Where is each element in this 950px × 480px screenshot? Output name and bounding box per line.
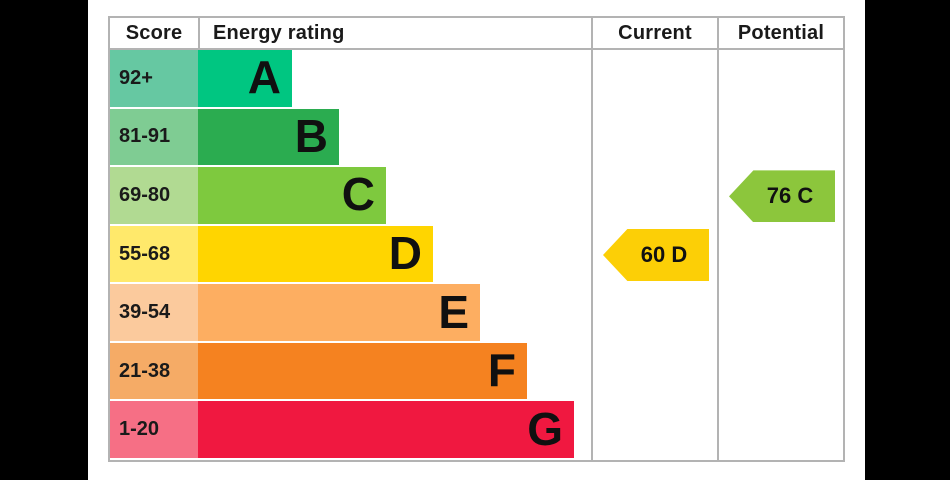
table-header-row: Score Energy rating Current Potential (110, 18, 843, 50)
rating-bar-c: C (198, 167, 386, 226)
rating-bar-e: E (198, 284, 480, 343)
band-row-d: 55-68 D (110, 225, 591, 285)
rating-letter-b: B (294, 109, 328, 162)
band-row-c: 69-80 C (110, 167, 591, 226)
rating-bar-a: A (198, 50, 292, 109)
score-range-f: 21-38 (110, 342, 198, 402)
header-current: Current (591, 18, 717, 48)
rating-letter-d: D (388, 227, 422, 280)
score-range-a: 92+ (110, 50, 198, 109)
rating-bar-b: B (198, 108, 339, 168)
rating-bar-d: D (198, 225, 433, 285)
current-column: 60 D (591, 50, 717, 460)
rating-letter-g: G (527, 402, 563, 455)
current-rating-label: 60 D (640, 242, 688, 267)
table-body: 92+ A 81-91 B 69-80 C (110, 50, 843, 461)
rating-letter-e: E (438, 285, 469, 338)
rating-bar-f: F (198, 342, 527, 402)
band-row-b: 81-91 B (110, 108, 591, 168)
score-range-d: 55-68 (110, 225, 198, 285)
header-score: Score (125, 21, 183, 44)
rating-bar-g: G (198, 401, 574, 461)
band-row-a: 92+ A (110, 50, 591, 109)
chart-panel: Score Energy rating Current Potential 92… (88, 0, 865, 480)
potential-rating-label: 76 C (766, 183, 814, 209)
band-row-g: 1-20 G (110, 401, 591, 461)
band-row-e: 39-54 E (110, 284, 591, 343)
score-range-g: 1-20 (110, 401, 198, 461)
rating-rows: 92+ A 81-91 B 69-80 C (110, 50, 591, 461)
score-range-c: 69-80 (110, 167, 198, 226)
rating-letter-a: A (247, 51, 281, 104)
potential-rating-arrow: 76 C (729, 170, 835, 223)
rating-letter-c: C (341, 168, 375, 221)
energy-rating-table: Score Energy rating Current Potential 92… (108, 16, 845, 462)
score-range-e: 39-54 (110, 284, 198, 343)
score-range-b: 81-91 (110, 108, 198, 168)
current-rating-arrow: 60 D (603, 229, 709, 281)
header-potential: Potential (717, 18, 843, 48)
potential-column: 76 C (717, 50, 843, 460)
header-energy-rating: Energy rating (198, 18, 591, 48)
band-row-f: 21-38 F (110, 342, 591, 402)
rating-letter-f: F (487, 344, 516, 397)
